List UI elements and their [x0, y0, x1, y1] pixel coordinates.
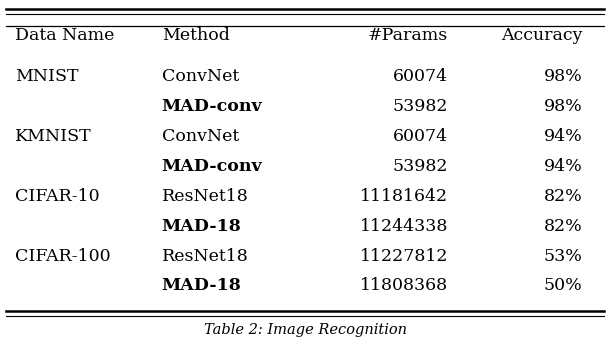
Text: 98%: 98%	[544, 98, 583, 115]
Text: 60074: 60074	[393, 68, 448, 85]
Text: ConvNet: ConvNet	[162, 128, 239, 145]
Text: 53982: 53982	[393, 98, 448, 115]
Text: 11244338: 11244338	[360, 218, 448, 235]
Text: 94%: 94%	[544, 158, 583, 175]
Text: 11808368: 11808368	[361, 277, 448, 294]
Text: ResNet18: ResNet18	[162, 248, 248, 265]
Text: 50%: 50%	[544, 277, 583, 294]
Text: MAD-18: MAD-18	[162, 277, 242, 294]
Text: MAD-conv: MAD-conv	[162, 98, 262, 115]
Text: CIFAR-100: CIFAR-100	[15, 248, 111, 265]
Text: 94%: 94%	[544, 128, 583, 145]
Text: Data Name: Data Name	[15, 27, 115, 44]
Text: Accuracy: Accuracy	[501, 27, 583, 44]
Text: MAD-conv: MAD-conv	[162, 158, 262, 175]
Text: MAD-18: MAD-18	[162, 218, 242, 235]
Text: 11227812: 11227812	[360, 248, 448, 265]
Text: CIFAR-10: CIFAR-10	[15, 188, 100, 205]
Text: 82%: 82%	[544, 188, 583, 205]
Text: 53%: 53%	[544, 248, 583, 265]
Text: Method: Method	[162, 27, 229, 44]
Text: 60074: 60074	[393, 128, 448, 145]
Text: Table 2: Image Recognition: Table 2: Image Recognition	[204, 323, 406, 337]
Text: ConvNet: ConvNet	[162, 68, 239, 85]
Text: ResNet18: ResNet18	[162, 188, 248, 205]
Text: 53982: 53982	[393, 158, 448, 175]
Text: 11181642: 11181642	[361, 188, 448, 205]
Text: MNIST: MNIST	[15, 68, 79, 85]
Text: KMNIST: KMNIST	[15, 128, 92, 145]
Text: 98%: 98%	[544, 68, 583, 85]
Text: #Params: #Params	[368, 27, 448, 44]
Text: 82%: 82%	[544, 218, 583, 235]
